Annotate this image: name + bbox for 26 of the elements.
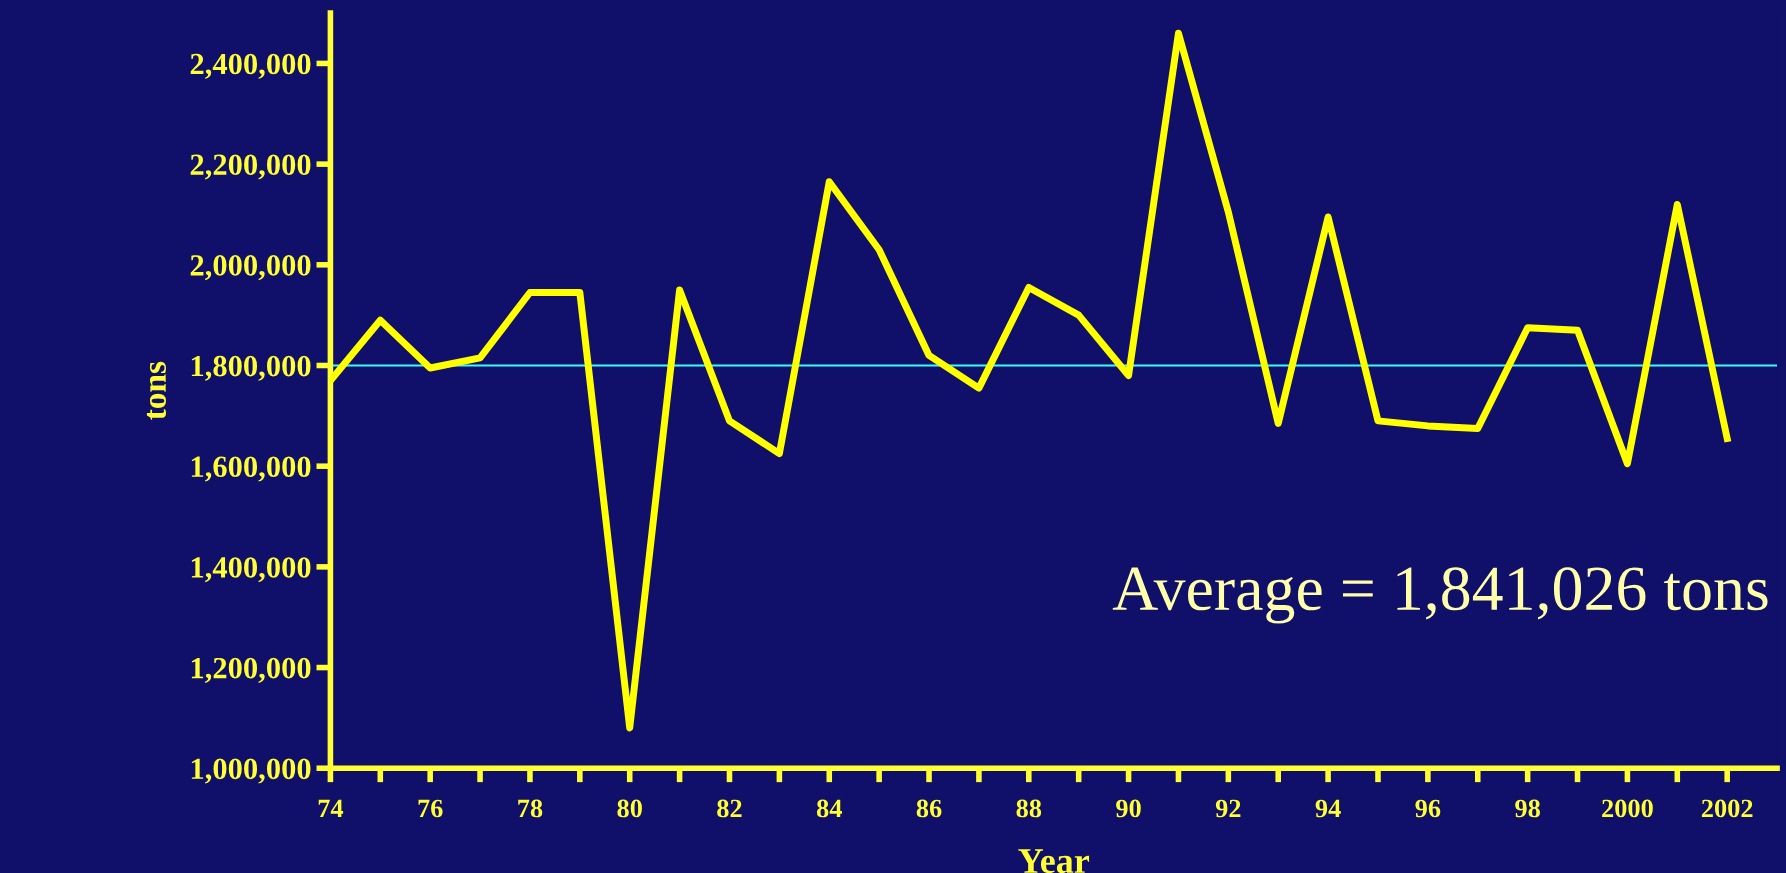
x-tick-label: 80 <box>617 799 642 818</box>
x-tick-label: 96 <box>1415 799 1441 818</box>
x-tick-label: 78 <box>518 799 543 818</box>
x-tick-label: 92 <box>1215 799 1241 818</box>
x-tick-label: 88 <box>1016 799 1042 818</box>
y-tick-label: 1,800,000 <box>191 355 311 381</box>
x-tick-label: 82 <box>717 799 742 818</box>
x-tick-label: 2002 <box>1701 799 1753 818</box>
x-tick-label: 2000 <box>1602 799 1653 818</box>
x-tick-label: 86 <box>916 799 942 818</box>
y-axis-title: tons <box>146 361 166 420</box>
y-tick-label: 2,400,000 <box>190 53 311 79</box>
x-tick-label: 90 <box>1116 799 1141 818</box>
y-tick-label: 2,000,000 <box>190 255 311 281</box>
y-tick-label: 1,200,000 <box>191 657 311 683</box>
y-tick-label: 2,200,000 <box>190 154 311 180</box>
x-tick-label: 98 <box>1515 799 1540 818</box>
x-tick-label: 84 <box>816 799 842 818</box>
y-tick-label: 1,600,000 <box>191 456 311 482</box>
x-tick-label: 76 <box>418 799 443 818</box>
x-tick-label: 94 <box>1315 799 1341 818</box>
x-tick-label: 74 <box>318 799 344 818</box>
x-axis-title: Year <box>1018 849 1090 873</box>
y-tick-label: 1,000,000 <box>191 758 311 784</box>
y-tick-label: 1,400,000 <box>191 557 311 583</box>
annotation: Average = 1,841,026 tons <box>1112 567 1768 624</box>
